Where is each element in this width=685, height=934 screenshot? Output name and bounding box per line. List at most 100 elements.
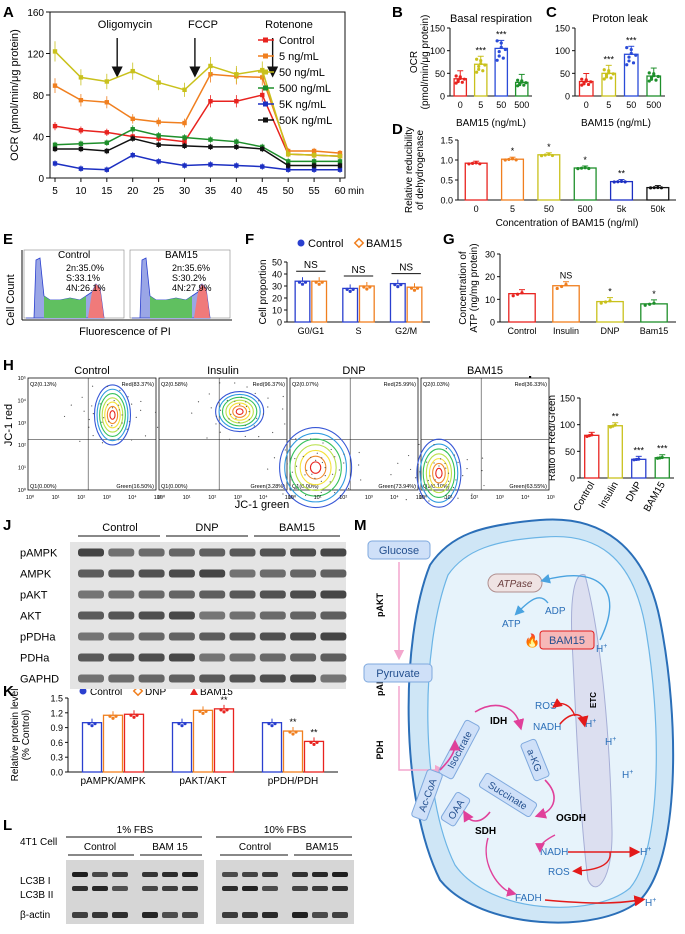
h-dot-3-16	[471, 493, 473, 495]
b-title: Basal respiration	[450, 13, 532, 25]
k-dot-2-0-2	[135, 713, 139, 717]
b-dot-0-4	[462, 77, 466, 81]
a-point-4-6	[208, 162, 213, 167]
j-band-2-3	[168, 590, 195, 599]
f-y-label: Cell proportion	[258, 259, 269, 324]
m-sdh: SDH	[475, 826, 496, 837]
h-dot-3-19	[437, 483, 439, 485]
d-dot-5-2	[656, 185, 660, 190]
g-dot-0-1	[516, 292, 520, 296]
f-dot-1-0-0	[314, 280, 318, 284]
g-dot-3-0	[643, 303, 647, 307]
k-dot-0-0-0	[87, 722, 91, 726]
m-pdh: PDH	[375, 740, 385, 759]
panel-label-g: G	[443, 231, 455, 248]
m-atp: ATP	[502, 619, 521, 630]
h-contour-1-5	[232, 405, 248, 418]
l-band-1-9	[292, 886, 308, 891]
a-legend-label-2: 50 ng/mL	[279, 67, 325, 79]
h-xtick-3-4: 10⁴	[521, 494, 530, 501]
h-dot-0-29	[128, 421, 131, 423]
i-dot-1-2	[613, 423, 617, 427]
d-dot-3-2	[583, 166, 587, 170]
a-xtick-label-8: 45	[257, 186, 269, 197]
h-dot-3-38	[419, 471, 421, 473]
k-bar-1-0	[102, 714, 124, 773]
a-point-5-3	[130, 136, 135, 141]
h-contour-3-2	[422, 448, 456, 499]
l-band-1-8	[262, 886, 278, 891]
b-x-label: BAM15 (ng/mL)	[456, 118, 526, 129]
c-dot-2-5	[625, 46, 629, 50]
j-blot-rows: pAMPK AMPK pAKT AKT pPDHa PDHa GAPHD	[20, 542, 347, 689]
j-row-label-3: AKT	[20, 611, 42, 623]
j-band-6-8	[320, 674, 347, 683]
h-dot-2-26	[358, 451, 360, 454]
a-legend-marker-2	[263, 69, 268, 75]
h-ytick-1: 10¹	[18, 466, 26, 472]
h-contour-1-0	[215, 391, 265, 433]
k-cat-0: pAMPK/AMPK	[80, 776, 145, 787]
m-akg-group: a-KG	[520, 738, 550, 782]
h-dot-1-17	[191, 412, 193, 414]
panel-label-m: M	[354, 517, 367, 534]
c-dot-2-4	[634, 53, 638, 57]
m-ogdh: OGDH	[556, 813, 586, 824]
a-point-3-6	[208, 137, 213, 142]
a-point-3-3	[130, 127, 135, 132]
g-dot-1-1	[560, 284, 564, 289]
h-contour-3-5	[432, 462, 446, 484]
a-series-line-1	[54, 73, 341, 154]
h-dot-3-22	[414, 484, 416, 487]
h-dot-2-38	[295, 465, 298, 467]
a-point-1-0	[52, 83, 58, 88]
a-point-5-4	[156, 142, 161, 147]
h-dot-0-30	[88, 418, 90, 421]
f-dot-1-0-1	[317, 282, 321, 286]
m-ogdh-nadh-arrow	[535, 834, 556, 853]
h-dot-2-10	[321, 457, 323, 459]
h-dot-3-2	[439, 458, 442, 460]
j-band-3-2	[138, 611, 165, 620]
h-dot-3-8	[483, 484, 485, 487]
h-q1-0: Q1(0.00%)	[30, 484, 57, 490]
h-ytick-5: 10⁵	[18, 375, 26, 382]
a-legend-label-4: 5K ng/mL	[279, 99, 326, 111]
h-dot-2-34	[358, 464, 360, 466]
h-dot-1-20	[226, 399, 228, 402]
h-dot-1-9	[230, 413, 232, 415]
j-band-4-6	[259, 632, 286, 641]
h-contour-2-5	[304, 455, 327, 480]
a-point-3-4	[156, 133, 161, 138]
b-bar-2	[494, 47, 509, 97]
h-dot-2-4	[286, 463, 288, 465]
f-dot-0-1-0	[345, 287, 349, 291]
h-dot-1-13	[267, 406, 269, 408]
h-dot-0-31	[127, 396, 129, 398]
a-point-4-10	[311, 167, 317, 172]
j-band-0-0	[78, 548, 104, 557]
h-contour-2-0	[279, 427, 353, 509]
h-dot-1-38	[219, 409, 222, 411]
panel-label-a: A	[3, 4, 14, 21]
c-bar-2	[623, 53, 639, 97]
h-dot-3-31	[453, 454, 456, 456]
h-green-2: Green(73.94%)	[378, 484, 416, 490]
a-point-3-1	[78, 141, 84, 146]
d-bar-4	[609, 180, 634, 201]
a-xtick-label-7: 40	[231, 186, 243, 197]
i-y-label: Ratio of Red/Green	[547, 395, 558, 481]
l-band-0-0	[72, 872, 88, 877]
i-ytick-label-2: 100	[560, 420, 575, 430]
f-cat-0: G0/G1	[298, 326, 325, 336]
h-dot-1-37	[248, 419, 250, 421]
h-dot-1-6	[229, 438, 231, 441]
h-dot-1-10	[245, 401, 247, 403]
m-nadh-1: NADH	[533, 722, 561, 733]
k-dot-0-2-0	[267, 722, 271, 726]
h-dot-3-9	[429, 475, 431, 477]
h-xtick-2-0: 10⁰	[288, 494, 297, 501]
h-dot-3-35	[405, 498, 407, 501]
j-band-2-4	[199, 590, 226, 599]
l-band-0-7	[242, 872, 258, 877]
